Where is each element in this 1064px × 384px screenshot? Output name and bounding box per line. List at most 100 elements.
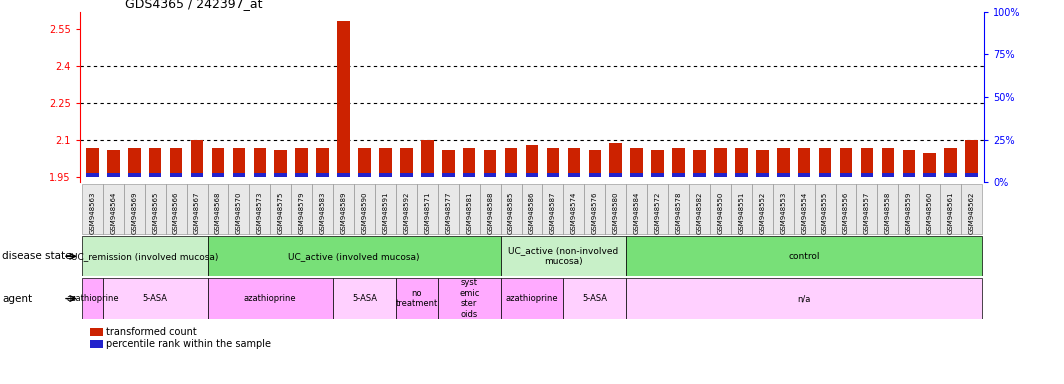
Bar [417,184,437,234]
Text: transformed count: transformed count [106,327,197,337]
Bar [777,148,789,177]
Bar [275,150,287,177]
Bar [504,148,517,177]
Bar [107,150,119,177]
Bar [965,173,978,177]
Bar [316,173,329,177]
Text: GSM948570: GSM948570 [236,192,242,234]
Bar [437,278,500,319]
Bar [588,173,601,177]
Bar [610,143,622,177]
Bar [898,184,919,234]
Bar [924,173,936,177]
Bar [296,173,307,177]
Text: GSM948579: GSM948579 [299,192,304,234]
Bar [292,184,312,234]
Bar [710,184,731,234]
Bar [584,184,605,234]
Text: GSM948556: GSM948556 [843,192,849,234]
Bar [567,148,580,177]
Bar [333,184,354,234]
Bar [878,184,898,234]
Text: GSM948569: GSM948569 [131,192,137,234]
Bar [668,184,689,234]
Bar [672,148,685,177]
Bar [249,184,270,234]
Bar [924,153,936,177]
Text: azathioprine: azathioprine [244,294,297,303]
Bar [839,148,852,177]
Bar [379,148,392,177]
Text: GSM948559: GSM948559 [905,192,912,234]
Text: GSM948557: GSM948557 [864,192,870,234]
Text: 5-ASA: 5-ASA [352,294,377,303]
Bar [777,173,789,177]
Text: UC_active (non-involved
mucosa): UC_active (non-involved mucosa) [509,247,618,266]
Bar [945,173,957,177]
Bar [212,173,225,177]
Text: azathioprine: azathioprine [66,294,119,303]
Bar [316,148,329,177]
Bar [819,148,831,177]
Bar [861,173,874,177]
Text: GDS4365 / 242397_at: GDS4365 / 242397_at [126,0,263,10]
Bar [757,150,768,177]
Bar [672,173,685,177]
Bar [735,148,748,177]
Text: n/a: n/a [798,294,811,303]
Text: disease state: disease state [2,251,71,262]
Text: GSM948553: GSM948553 [780,192,786,234]
Bar [919,184,941,234]
Text: UC_active (involved mucosa): UC_active (involved mucosa) [288,252,420,261]
Bar [484,173,497,177]
Bar [190,140,203,177]
Bar [421,173,434,177]
Bar [82,184,103,234]
Text: GSM948560: GSM948560 [927,192,933,234]
Text: GSM948568: GSM948568 [215,192,221,234]
Bar [857,184,878,234]
Bar [819,173,831,177]
Bar [400,148,413,177]
Text: GSM948564: GSM948564 [111,192,116,234]
Bar [107,173,119,177]
Bar [253,148,266,177]
Bar [694,173,705,177]
Bar [354,184,375,234]
Bar [627,184,647,234]
Bar [442,150,454,177]
Bar [82,278,103,319]
Bar [610,173,622,177]
Bar [296,148,307,177]
Text: syst
emic
ster
oids: syst emic ster oids [459,278,480,319]
Bar [86,148,99,177]
Text: percentile rank within the sample: percentile rank within the sample [106,339,271,349]
Bar [190,173,203,177]
Bar [835,184,857,234]
Bar [798,173,811,177]
Text: GSM948576: GSM948576 [592,192,598,234]
Bar [757,173,768,177]
Text: GSM948582: GSM948582 [697,192,702,234]
Text: GSM948584: GSM948584 [634,192,639,234]
Text: no
treatment: no treatment [396,289,438,308]
Bar [526,173,538,177]
Bar [752,184,772,234]
Bar [233,173,245,177]
Bar [149,148,162,177]
Text: GSM948567: GSM948567 [194,192,200,234]
Text: UC_remission (involved mucosa): UC_remission (involved mucosa) [71,252,218,261]
Text: GSM948575: GSM948575 [278,192,284,234]
Bar [103,184,123,234]
Bar [627,278,982,319]
Bar [186,184,207,234]
Bar [229,184,249,234]
Bar [714,173,727,177]
Bar [103,278,207,319]
Text: control: control [788,252,820,261]
Text: GSM948588: GSM948588 [487,192,493,234]
Bar [965,140,978,177]
Bar [149,173,162,177]
Text: GSM948587: GSM948587 [550,192,555,234]
Bar [145,184,166,234]
